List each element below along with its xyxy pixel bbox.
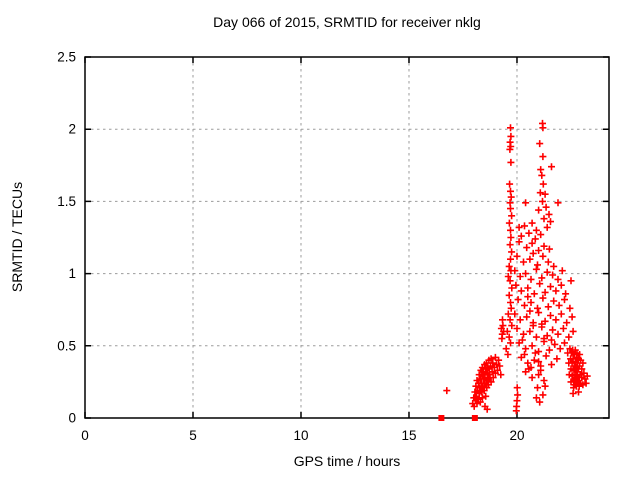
- scatter-points: [443, 119, 591, 415]
- y-tick-label: 1: [68, 266, 76, 281]
- y-tick-label: 0.5: [57, 338, 76, 353]
- chart-title: Day 066 of 2015, SRMTID for receiver nkl…: [213, 14, 481, 30]
- x-tick-label: 20: [509, 428, 524, 443]
- plot-frame: [84, 56, 610, 419]
- x-tick-label: 0: [81, 428, 89, 443]
- y-tick-label: 1.5: [57, 194, 76, 209]
- y-tick-label: 0: [68, 411, 76, 426]
- flagged-point: [471, 415, 478, 421]
- x-tick-label: 5: [189, 428, 197, 443]
- grid-lines: [85, 57, 609, 418]
- flagged-point: [438, 415, 445, 421]
- axis-ticks: [84, 56, 609, 419]
- y-tick-label: 2.5: [57, 50, 76, 65]
- x-tick-label: 10: [293, 428, 308, 443]
- x-tick-label: 15: [401, 428, 416, 443]
- x-axis-label: GPS time / hours: [293, 453, 401, 469]
- y-tick-label: 2: [68, 122, 76, 137]
